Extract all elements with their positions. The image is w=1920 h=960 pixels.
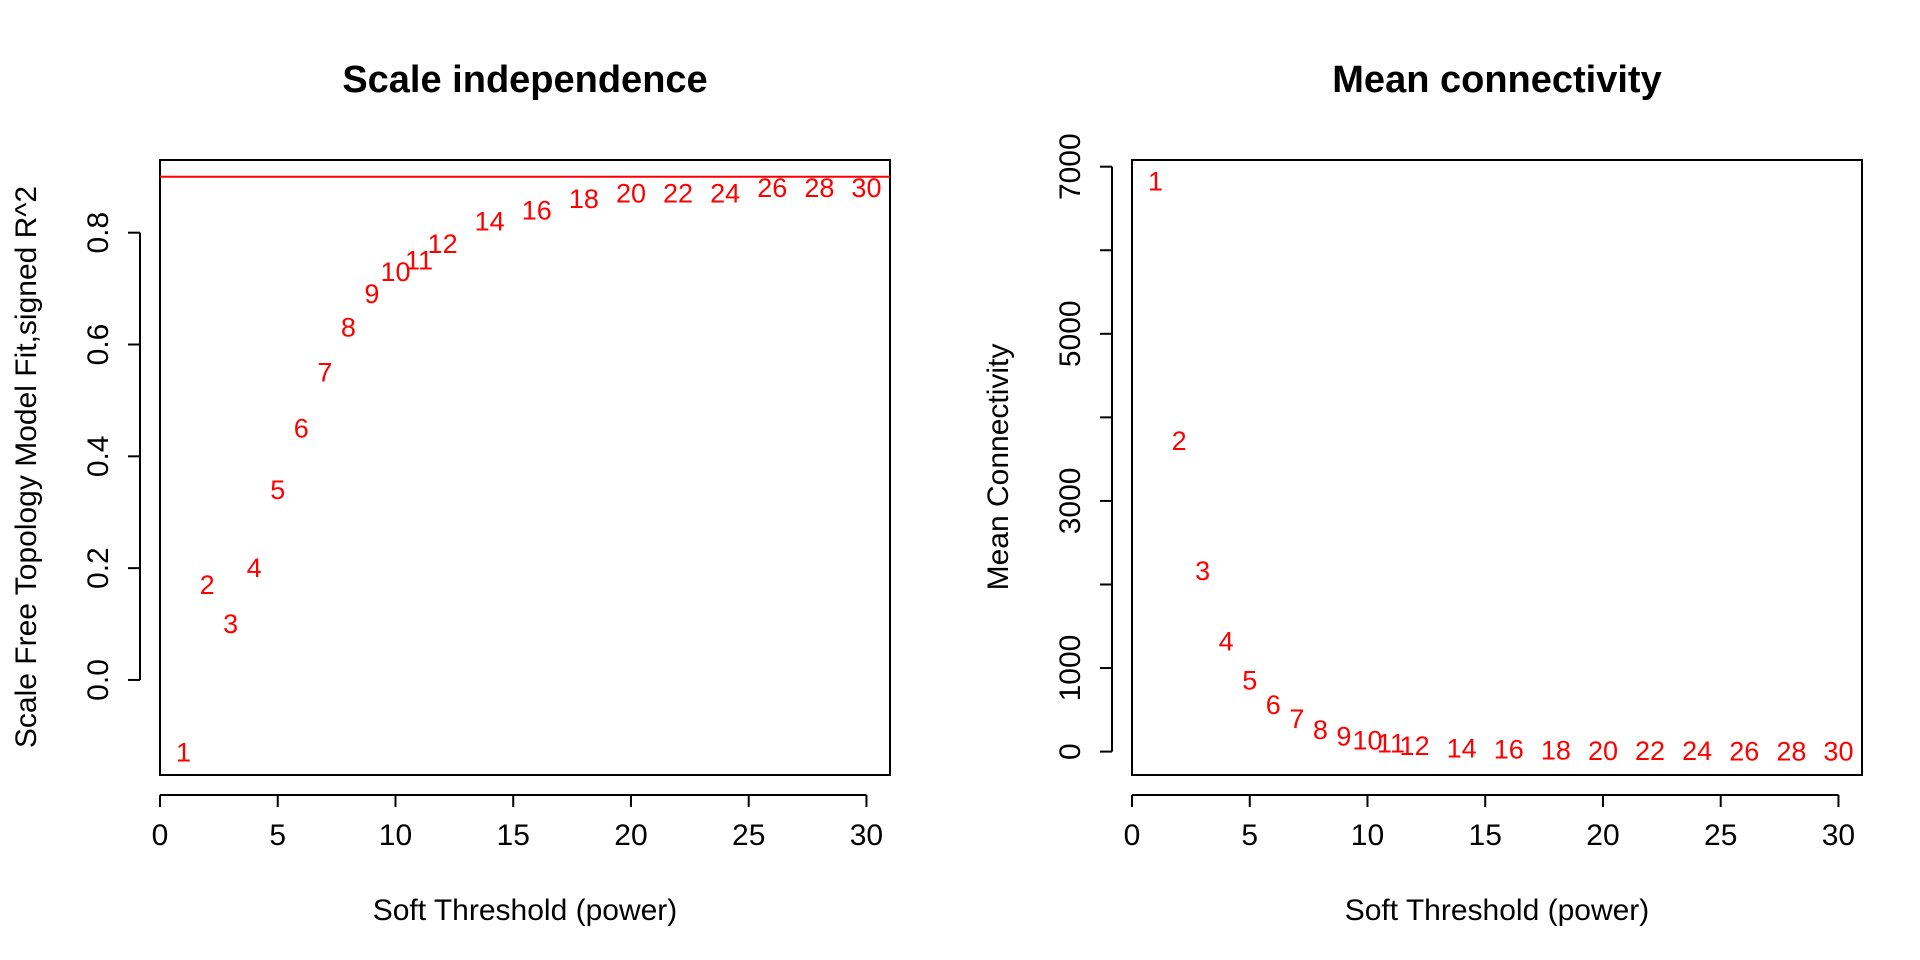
data-point-label: 7 <box>1289 704 1304 734</box>
plot-frame <box>1131 159 1863 776</box>
data-point-label: 28 <box>804 173 834 203</box>
data-point-label: 26 <box>757 173 787 203</box>
x-tick-label: 10 <box>1351 819 1384 852</box>
data-point-label: 2 <box>200 570 215 600</box>
y-axis: 0 1000 3000 5000 7000 <box>1054 133 1113 760</box>
x-tick-label: 25 <box>732 819 765 852</box>
chart-title: Mean connectivity <box>1332 59 1661 101</box>
y-tick-label: 5000 <box>1054 300 1087 367</box>
x-tick-label: 25 <box>1704 819 1737 852</box>
x-axis-label: Soft Threshold (power) <box>1345 894 1650 927</box>
data-point-label: 6 <box>1266 690 1281 720</box>
data-point-label: 12 <box>428 229 458 259</box>
y-tick-label: 0.0 <box>82 659 115 701</box>
data-point-label: 2 <box>1172 426 1187 456</box>
x-tick-label: 5 <box>1241 819 1258 852</box>
data-point-label: 20 <box>616 179 646 209</box>
data-point-label: 30 <box>1823 737 1853 767</box>
panel-mean-connectivity: Mean connectivity 0 5 10 15 20 25 30 010003000… <box>982 59 1863 927</box>
data-point-label: 1 <box>176 738 191 768</box>
data-point-label: 7 <box>317 357 332 387</box>
y-tick-label: 7000 <box>1054 133 1087 200</box>
data-point-label: 24 <box>710 179 740 209</box>
y-tick-label: 0 <box>1054 743 1087 760</box>
y-axis: 0.0 0.2 0.4 0.6 0.8 <box>82 212 141 701</box>
y-tick-label: 0.2 <box>82 547 115 589</box>
x-tick-label: 10 <box>379 819 412 852</box>
data-point-label: 26 <box>1729 736 1759 766</box>
data-point-label: 5 <box>1242 666 1257 696</box>
data-point-label: 20 <box>1588 736 1618 766</box>
data-point-label: 10 <box>1352 726 1382 756</box>
y-axis-label: Scale Free Topology Model Fit,signed R^2 <box>10 186 43 748</box>
y-tick-label: 0.8 <box>82 212 115 254</box>
data-point-label: 30 <box>851 173 881 203</box>
data-point-label: 16 <box>1494 735 1524 765</box>
data-point-label: 4 <box>247 553 262 583</box>
data-point-label: 5 <box>270 475 285 505</box>
data-point-label: 14 <box>475 207 505 237</box>
data-point-label: 1 <box>1148 167 1163 197</box>
y-axis-label: Mean Connectivity <box>982 344 1015 591</box>
y-tick-label: 0.4 <box>82 435 115 477</box>
data-point-label: 11 <box>405 246 433 276</box>
x-axis: 0 5 10 15 20 25 30 <box>152 794 883 852</box>
x-tick-label: 15 <box>1469 819 1502 852</box>
data-point-label: 14 <box>1447 733 1477 763</box>
data-point-label: 18 <box>1541 735 1571 765</box>
y-tick-label: 3000 <box>1054 468 1087 535</box>
x-tick-label: 0 <box>152 819 169 852</box>
y-tick-label: 0.6 <box>82 324 115 366</box>
y-tick-label: 1000 <box>1054 635 1087 702</box>
data-point-label: 22 <box>1635 736 1665 766</box>
x-tick-label: 20 <box>1586 819 1619 852</box>
panel-scale-independence: Scale independence 0 5 10 15 20 25 30 0.00.20.… <box>10 59 891 927</box>
data-point-label: 11 <box>1377 729 1405 759</box>
data-point-label: 22 <box>663 179 693 209</box>
data-point-label: 8 <box>341 313 356 343</box>
x-tick-label: 20 <box>614 819 647 852</box>
x-axis: 0 5 10 15 20 25 30 <box>1124 794 1855 852</box>
x-tick-label: 30 <box>850 819 883 852</box>
x-tick-label: 5 <box>269 819 286 852</box>
data-point-label: 24 <box>1682 736 1712 766</box>
data-point-label: 9 <box>1336 722 1351 752</box>
data-point-label: 3 <box>1195 556 1210 586</box>
data-point-label: 16 <box>522 195 552 225</box>
x-tick-label: 30 <box>1822 819 1855 852</box>
x-tick-label: 0 <box>1124 819 1141 852</box>
plot-frame <box>159 159 891 776</box>
data-point-label: 18 <box>569 184 599 214</box>
chart-title: Scale independence <box>342 59 707 101</box>
data-point-label: 3 <box>223 609 238 639</box>
data-point-label: 9 <box>364 279 379 309</box>
data-point-label: 12 <box>1400 731 1430 761</box>
data-point-label: 4 <box>1219 626 1234 656</box>
data-point-label: 6 <box>294 413 309 443</box>
x-axis-label: Soft Threshold (power) <box>373 894 678 927</box>
data-point-label: 28 <box>1776 736 1806 766</box>
data-point-label: 8 <box>1313 715 1328 745</box>
x-tick-label: 15 <box>497 819 530 852</box>
data-point-label: 10 <box>380 257 410 287</box>
